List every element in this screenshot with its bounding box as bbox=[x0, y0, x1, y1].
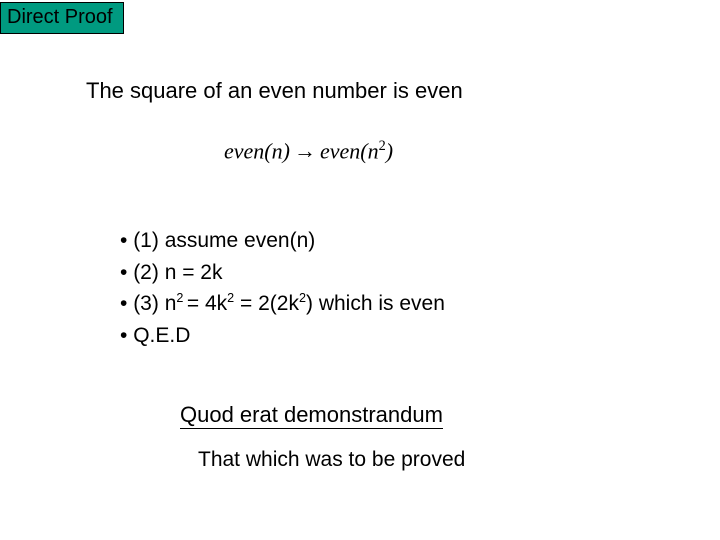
theorem-statement: The square of an even number is even bbox=[86, 78, 463, 104]
formula-lhs-func: even bbox=[224, 138, 264, 163]
formula-lhs-arg: n bbox=[272, 138, 283, 163]
step-3: • (3) n2 = 4k2 = 2(2k2) which is even bbox=[120, 288, 445, 320]
step-3-exp3: 2 bbox=[299, 291, 306, 305]
title-text: Direct Proof bbox=[7, 6, 113, 28]
latin-text: Quod erat demonstrandum bbox=[180, 402, 443, 429]
step-2-text: (2) n = 2k bbox=[133, 261, 222, 284]
implies-arrow: → bbox=[290, 138, 320, 163]
slide: Direct Proof The square of an even numbe… bbox=[0, 0, 720, 540]
step-4-text: Q.E.D bbox=[133, 324, 190, 347]
step-3-exp1: 2 bbox=[176, 291, 187, 305]
step-2: • (2) n = 2k bbox=[120, 257, 445, 289]
step-1: • (1) assume even(n) bbox=[120, 225, 445, 257]
formula: even(n)→even(n2) bbox=[224, 138, 393, 164]
step-3-suffix: ) which is even bbox=[306, 292, 445, 315]
step-3-mid2: = 2(2k bbox=[234, 292, 299, 315]
latin-phrase: Quod erat demonstrandum bbox=[180, 402, 443, 428]
formula-rhs-arg-exp: 2 bbox=[379, 138, 386, 154]
formula-rhs-func: even bbox=[320, 138, 360, 163]
title-box: Direct Proof bbox=[0, 2, 124, 34]
proof-steps: • (1) assume even(n) • (2) n = 2k • (3) … bbox=[120, 225, 445, 351]
english-translation: That which was to be proved bbox=[198, 448, 465, 472]
step-3-mid1: = 4k bbox=[187, 292, 227, 315]
formula-rhs-arg-base: n bbox=[368, 138, 379, 163]
step-4: • Q.E.D bbox=[120, 320, 445, 352]
step-3-prefix: (3) n bbox=[133, 292, 176, 315]
step-1-text: (1) assume even(n) bbox=[133, 229, 315, 252]
